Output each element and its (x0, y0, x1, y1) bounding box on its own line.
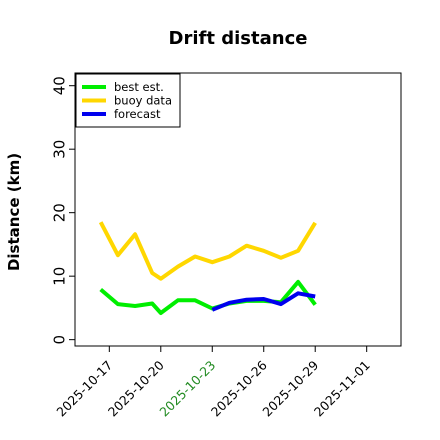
y-tick-label: 0 (50, 335, 68, 345)
x-tick-label: 2025-11-01 (311, 358, 373, 420)
y-tick-label: 40 (50, 76, 68, 95)
y-axis: 0 10 20 30 40 (50, 76, 75, 344)
series-line-2 (98, 221, 317, 281)
series-line-3 (211, 291, 316, 312)
chart-title: Drift distance (169, 28, 308, 49)
plot-area-frame (74, 72, 402, 347)
legend-label: buoy data (114, 94, 172, 108)
y-tick-label: 20 (50, 203, 68, 222)
y-tick-label: 10 (50, 267, 68, 286)
y-axis-label: Distance (km) (5, 153, 23, 271)
series-line-1 (99, 279, 317, 315)
x-axis: 2025-10-172025-10-202025-10-232025-10-26… (53, 346, 373, 420)
legend-label: forecast (114, 107, 161, 121)
legend-label: best est. (114, 80, 164, 94)
y-tick-label: 30 (50, 140, 68, 159)
series-layer (98, 221, 317, 315)
